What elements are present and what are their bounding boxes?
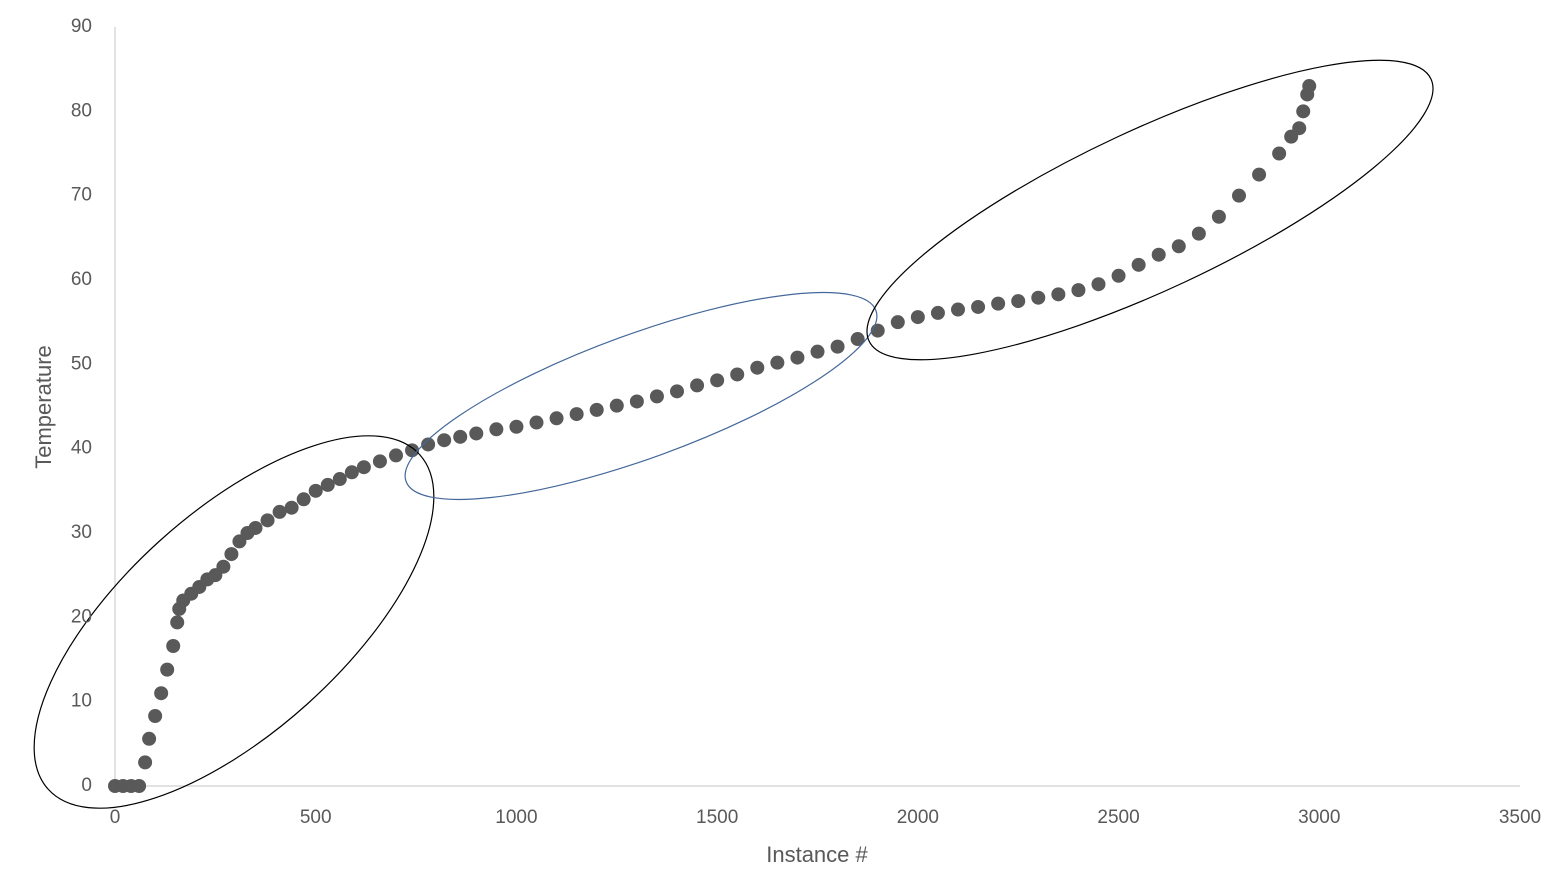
x-axis-title: Instance # (766, 842, 868, 867)
point (1131, 257, 1146, 272)
point (730, 367, 745, 382)
point (1151, 247, 1166, 262)
point (1211, 209, 1226, 224)
point (569, 407, 584, 422)
point (469, 426, 484, 441)
annotation-ellipse (866, 59, 1434, 361)
x-tick-label: 2500 (1097, 807, 1139, 828)
point (421, 437, 436, 452)
y-tick-label: 0 (81, 775, 92, 796)
point (1296, 104, 1311, 119)
point (1011, 294, 1026, 309)
point (1292, 121, 1307, 136)
point (991, 296, 1006, 311)
point (344, 465, 359, 480)
point (1232, 188, 1246, 203)
point (549, 411, 564, 426)
y-tick-label: 10 (71, 691, 92, 712)
point (1071, 283, 1086, 298)
point (910, 310, 925, 325)
point (154, 686, 169, 701)
point (320, 477, 335, 492)
y-tick-label: 20 (71, 606, 92, 627)
y-tick-label: 90 (71, 16, 92, 37)
point (509, 419, 524, 434)
x-tick-label: 1000 (495, 807, 537, 828)
point (1302, 79, 1317, 94)
point (1031, 290, 1046, 305)
point (389, 448, 403, 463)
y-tick-label: 30 (71, 522, 92, 543)
x-tick-label: 2000 (897, 807, 939, 828)
point (132, 779, 147, 793)
point (830, 339, 845, 354)
point (589, 402, 604, 417)
y-tick-label: 70 (71, 185, 92, 206)
x-tick-label: 1500 (696, 807, 738, 828)
y-tick-label: 60 (71, 269, 92, 290)
x-tick-label: 500 (300, 807, 332, 828)
y-tick-label: 50 (71, 353, 92, 374)
point (138, 755, 153, 770)
point (356, 460, 371, 475)
points (108, 79, 1317, 793)
point (609, 398, 624, 413)
y-tick-label: 80 (71, 100, 92, 121)
point (770, 355, 785, 370)
point (437, 433, 452, 448)
point (1171, 239, 1186, 254)
point (529, 415, 544, 430)
point (629, 394, 644, 409)
annotation-ellipse (33, 435, 435, 809)
point (690, 378, 705, 393)
point (170, 615, 185, 630)
point (1191, 226, 1206, 241)
point (372, 454, 387, 469)
point (930, 305, 945, 320)
point (1091, 277, 1106, 292)
x-tick-label: 3000 (1298, 807, 1340, 828)
x-tick-label: 3500 (1499, 807, 1541, 828)
point (649, 389, 664, 404)
point (166, 639, 181, 654)
point (260, 513, 275, 528)
point (224, 547, 239, 562)
point (272, 504, 287, 519)
y-tick-label: 40 (71, 438, 92, 459)
point (1252, 167, 1267, 182)
point (405, 443, 420, 458)
point (1111, 268, 1126, 283)
y-axis-title: Temperature (31, 345, 56, 469)
point (1272, 146, 1287, 161)
point (332, 472, 347, 487)
point (890, 315, 905, 330)
point (160, 662, 175, 677)
point (810, 344, 825, 359)
point (850, 332, 865, 347)
point (142, 731, 157, 746)
point (1051, 287, 1066, 302)
point (216, 559, 231, 574)
point (284, 500, 299, 515)
x-tick-label: 0 (110, 807, 121, 828)
annotation-ellipse (404, 291, 878, 501)
point (670, 384, 684, 399)
point (790, 350, 805, 365)
point (750, 360, 765, 375)
point (453, 429, 468, 444)
point (710, 373, 725, 388)
point (248, 520, 263, 535)
point (296, 492, 311, 507)
point (971, 299, 986, 314)
point (489, 422, 504, 437)
point (308, 483, 323, 498)
point (148, 709, 163, 724)
point (951, 302, 965, 317)
